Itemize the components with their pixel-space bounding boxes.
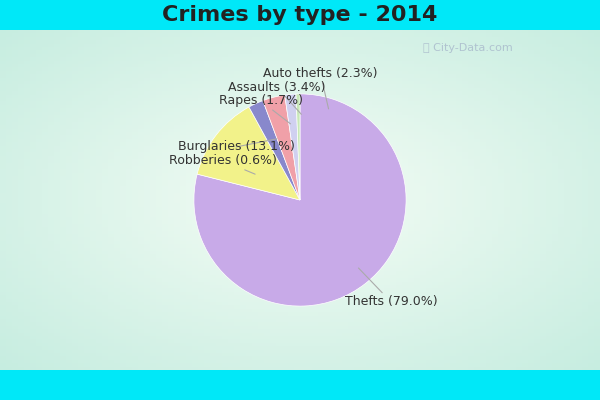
Text: Assaults (3.4%): Assaults (3.4%)	[228, 81, 326, 114]
Wedge shape	[296, 94, 300, 200]
Text: Burglaries (13.1%): Burglaries (13.1%)	[178, 139, 295, 154]
Text: Robberies (0.6%): Robberies (0.6%)	[169, 154, 277, 174]
Wedge shape	[197, 107, 300, 200]
Wedge shape	[194, 94, 406, 306]
Wedge shape	[249, 101, 300, 200]
Wedge shape	[263, 95, 300, 200]
Text: Rapes (1.7%): Rapes (1.7%)	[218, 94, 302, 124]
Text: Crimes by type - 2014: Crimes by type - 2014	[163, 5, 437, 25]
Wedge shape	[285, 94, 300, 200]
Text: ⓘ City-Data.com: ⓘ City-Data.com	[423, 43, 513, 53]
Text: Auto thefts (2.3%): Auto thefts (2.3%)	[263, 67, 377, 109]
Text: Thefts (79.0%): Thefts (79.0%)	[345, 268, 437, 308]
